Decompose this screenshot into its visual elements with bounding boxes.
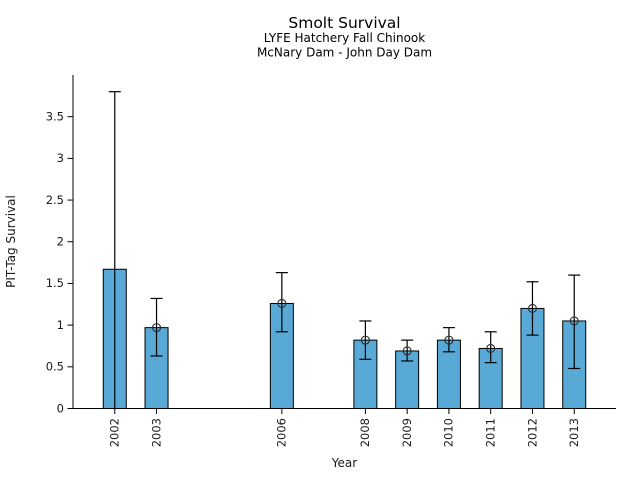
y-tick-label-2.5: 2.5	[46, 193, 64, 207]
y-tick-label-3.5: 3.5	[46, 109, 64, 123]
chart-title: Smolt Survival	[288, 14, 400, 32]
y-tick-label-0.5: 0.5	[46, 360, 64, 374]
x-tick-label-2006: 2006	[275, 418, 289, 447]
y-tick-label-1: 1	[57, 318, 64, 332]
y-tick-label-3: 3	[57, 151, 64, 165]
x-tick-label-2012: 2012	[525, 418, 539, 447]
y-tick-label-2: 2	[57, 235, 64, 249]
y-axis-label: PIT-Tag Survival	[4, 195, 18, 288]
chart-subtitle-line1: LYFE Hatchery Fall Chinook	[264, 31, 425, 45]
point-marker-2008	[360, 335, 370, 345]
x-tick-label-2009: 2009	[400, 418, 414, 447]
point-marker-2010	[444, 335, 454, 345]
y-tick-label-1.5: 1.5	[46, 276, 64, 290]
x-tick-label-2008: 2008	[358, 418, 372, 447]
x-tick-label-2011: 2011	[483, 418, 497, 447]
plot-area: 0 0.5 1 1.5 2 2.5 3 3.5 2002 2003 2006 2008 2009 2010…	[46, 75, 616, 447]
point-marker-2009	[402, 346, 412, 356]
chart-subtitle-line2: McNary Dam - John Day Dam	[257, 46, 432, 60]
x-tick-label-2010: 2010	[442, 418, 456, 447]
point-marker-2011	[486, 343, 496, 354]
x-tick-label-2002: 2002	[108, 418, 122, 447]
y-tick-label-0: 0	[57, 401, 64, 415]
point-marker-2013	[569, 316, 579, 326]
x-tick-label-2003: 2003	[149, 418, 163, 447]
x-tick-label-2013: 2013	[567, 418, 581, 447]
point-marker-2003	[151, 323, 162, 333]
point-marker-2012	[527, 303, 538, 314]
point-marker-2006	[277, 298, 287, 308]
x-axis-label: Year	[331, 456, 357, 470]
